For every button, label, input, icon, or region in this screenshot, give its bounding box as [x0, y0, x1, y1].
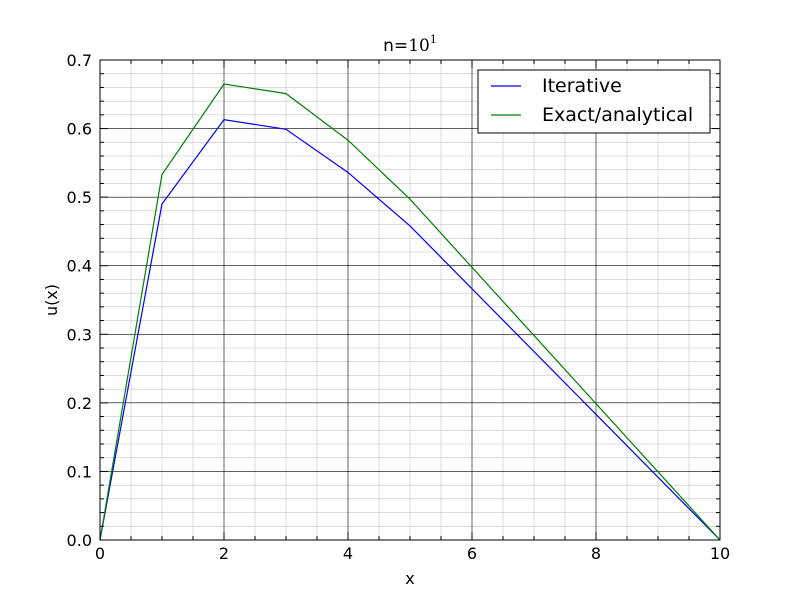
y-tick-label-5: 0.5 [67, 188, 92, 207]
x-tick-labels: 0 2 4 6 8 10 [95, 544, 730, 563]
series-line-exact-analytical [99, 83, 721, 541]
y-tick-label-0: 0.0 [67, 531, 92, 550]
series-lines [99, 83, 721, 541]
x-tick-label-5: 10 [710, 544, 730, 563]
y-tick-labels: 0.0 0.1 0.2 0.3 0.4 0.5 0.6 0.7 [67, 51, 92, 550]
chart-title: n=101 [383, 33, 437, 56]
y-axis-label: u(x) [42, 284, 61, 316]
legend: Iterative Exact/analytical [477, 69, 711, 134]
x-tick-label-3: 6 [467, 544, 477, 563]
chart-title-base: 10 [408, 36, 430, 56]
x-tick-label-2: 4 [343, 544, 353, 563]
y-tick-label-4: 0.4 [67, 257, 92, 276]
axis-ticks [99, 59, 721, 541]
x-tick-label-4: 8 [591, 544, 601, 563]
x-tick-label-1: 2 [219, 544, 229, 563]
y-tick-label-7: 0.7 [67, 51, 92, 70]
x-axis-label: x [405, 569, 414, 588]
chart-title-exponent: 1 [430, 33, 437, 46]
y-tick-label-6: 0.6 [67, 120, 92, 139]
x-tick-label-0: 0 [95, 544, 105, 563]
legend-frame [477, 69, 711, 134]
series-line-iterative [99, 119, 721, 541]
y-tick-label-1: 0.1 [67, 462, 92, 481]
chart-title-prefix: n= [383, 36, 408, 56]
legend-label-iterative: Iterative [542, 75, 622, 97]
y-tick-label-3: 0.3 [67, 325, 92, 344]
y-tick-label-2: 0.2 [67, 394, 92, 413]
legend-label-exact: Exact/analytical [542, 104, 693, 126]
